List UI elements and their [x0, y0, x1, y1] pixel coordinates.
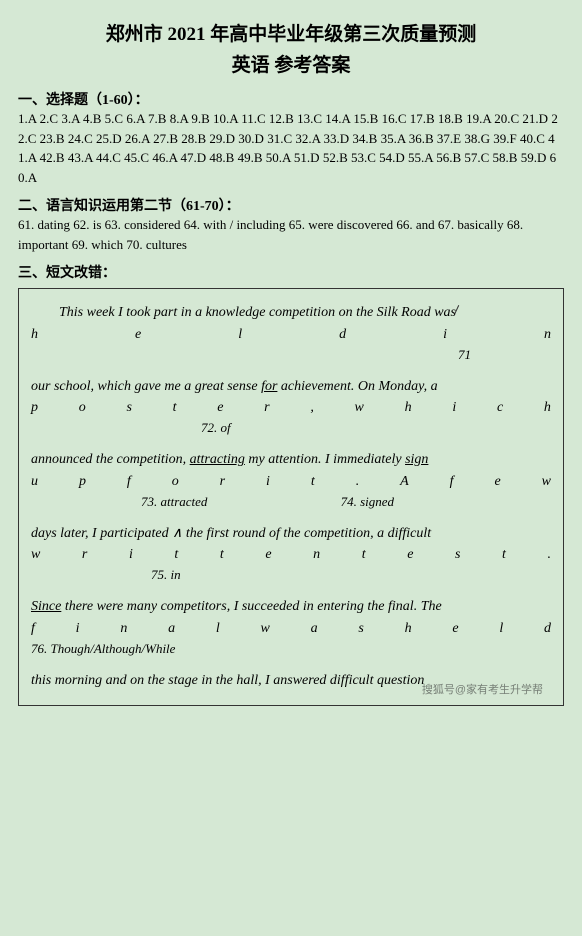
- spread-char: h: [31, 327, 38, 343]
- correction-box: This week I took part in a knowledge com…: [18, 288, 564, 706]
- corr-for: for: [261, 379, 277, 394]
- section1-answers: 1.A 2.C 3.A 4.B 5.C 6.A 7.B 8.A 9.B 10.A…: [18, 109, 564, 187]
- corr-sign: sign: [405, 452, 428, 467]
- spread-char: l: [499, 621, 503, 637]
- spread-char: d: [544, 621, 551, 637]
- spread-char: f: [31, 621, 35, 637]
- spread-char: h: [405, 621, 412, 637]
- spread-char: i: [76, 621, 80, 637]
- spread-char: w: [31, 547, 40, 563]
- corr-line3a: announced the competition,: [31, 452, 190, 467]
- spread-char: t: [220, 547, 224, 563]
- spread-char: o: [172, 474, 179, 490]
- corr-attracting: attracting: [190, 452, 245, 467]
- spread-char: s: [126, 400, 131, 416]
- spread-char: t: [362, 547, 366, 563]
- spread-char: ,: [310, 400, 314, 416]
- spread-char: s: [455, 547, 460, 563]
- spread-char: .: [548, 547, 552, 563]
- corr-since: Since: [31, 599, 61, 614]
- spread-char: h: [405, 400, 412, 416]
- corr-line5: Since there were many competitors, I suc…: [31, 597, 551, 617]
- corr-spread3: u p f o r i t. Af e w: [31, 474, 551, 490]
- corr-line1a: This week I took part in a knowledge com…: [59, 305, 431, 320]
- spread-char: e: [265, 547, 271, 563]
- spread-char: p: [31, 400, 38, 416]
- spread-char: w: [355, 400, 364, 416]
- spread-char: t: [311, 474, 315, 490]
- spread-char: t: [173, 400, 177, 416]
- section2-head: 二、语言知识运用第二节（61-70）：: [18, 195, 564, 215]
- corr-line1: This week I took part in a knowledge com…: [31, 303, 551, 323]
- corr-spread5: finalwasheld: [31, 621, 551, 637]
- corr-line4: days later, I participated ∧ the first r…: [31, 524, 551, 544]
- spread-char: f: [450, 474, 454, 490]
- watermark: 搜狐号@家有考生升学帮: [422, 681, 543, 697]
- spread-char: f: [127, 474, 131, 490]
- corr-spread2: p o s t e r, w h i c h: [31, 400, 551, 416]
- spread-char: t: [502, 547, 506, 563]
- spread-char: s: [358, 621, 363, 637]
- corr-71: 71: [31, 347, 551, 363]
- corr-line2b: achievement. On Monday, a: [277, 379, 437, 394]
- spread-char: i: [266, 474, 270, 490]
- spread-char: e: [407, 547, 413, 563]
- spread-char: u: [31, 474, 38, 490]
- spread-char: l: [238, 327, 242, 343]
- corr-73: 73. attracted: [31, 494, 281, 510]
- spread-char: r: [220, 474, 225, 490]
- spread-char: a: [168, 621, 175, 637]
- spread-char: w: [542, 474, 551, 490]
- spread-char: i: [443, 327, 447, 343]
- spread-char: i: [129, 547, 133, 563]
- corr-line5a: there were many competitors, I succeeded…: [61, 599, 441, 614]
- spread-char: c: [497, 400, 503, 416]
- page-subtitle: 英语 参考答案: [18, 50, 564, 77]
- corr-line2a: our school, which gave me a great sense: [31, 379, 261, 394]
- corr-76: 76. Though/Although/While: [31, 641, 551, 657]
- spread-char: d: [339, 327, 346, 343]
- spread-char: r: [82, 547, 87, 563]
- spread-char: n: [544, 327, 551, 343]
- spread-char: r: [264, 400, 269, 416]
- spread-char: A: [400, 474, 409, 490]
- spread-char: p: [79, 474, 86, 490]
- spread-char: w: [261, 621, 270, 637]
- spread-char: i: [452, 400, 456, 416]
- corr-spread1: heldin: [31, 327, 551, 343]
- corr-line1b: was: [434, 305, 456, 320]
- section3-head: 三、短文改错：: [18, 262, 564, 282]
- spread-char: t: [174, 547, 178, 563]
- corr-74: 74. signed: [281, 494, 531, 510]
- spread-char: e: [135, 327, 141, 343]
- corr-72: 72. of: [31, 420, 551, 436]
- spread-char: n: [120, 621, 127, 637]
- spread-char: e: [217, 400, 223, 416]
- section1-head: 一、选择题（1-60）：: [18, 89, 564, 109]
- spread-char: e: [494, 474, 500, 490]
- spread-char: .: [356, 474, 360, 490]
- corr-75: 75. in: [31, 567, 551, 583]
- section2-answers: 61. dating 62. is 63. considered 64. wit…: [18, 215, 564, 254]
- document-page: 郑州市 2021 年高中毕业年级第三次质量预测 英语 参考答案 一、选择题（1-…: [0, 0, 582, 721]
- page-title: 郑州市 2021 年高中毕业年级第三次质量预测: [18, 19, 564, 46]
- spread-char: h: [544, 400, 551, 416]
- spread-char: o: [79, 400, 86, 416]
- corr-spread4: w r i t t e n t e s t.: [31, 547, 551, 563]
- spread-char: l: [216, 621, 220, 637]
- corr-line2: our school, which gave me a great sense …: [31, 377, 551, 397]
- spread-char: e: [452, 621, 458, 637]
- spread-char: n: [313, 547, 320, 563]
- corr-line3: announced the competition, attracting my…: [31, 450, 551, 470]
- corr-7374: 73. attracted74. signed: [31, 494, 551, 510]
- corr-line3b: my attention. I immediately: [245, 452, 405, 467]
- spread-char: a: [311, 621, 318, 637]
